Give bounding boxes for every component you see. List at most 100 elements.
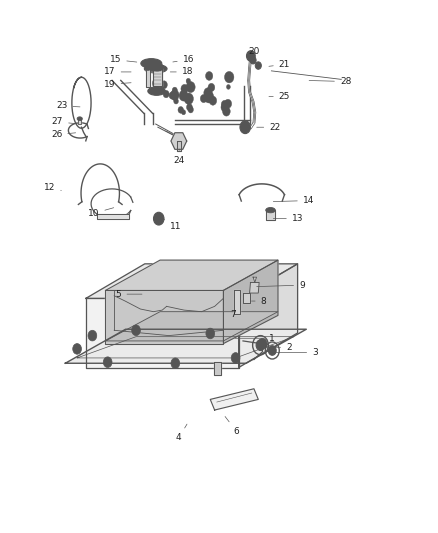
Circle shape [178, 107, 184, 113]
Text: 17: 17 [104, 68, 131, 76]
Ellipse shape [152, 89, 161, 93]
Circle shape [208, 83, 215, 92]
Circle shape [152, 79, 159, 87]
Text: 18: 18 [170, 68, 193, 76]
Circle shape [172, 87, 177, 93]
Ellipse shape [149, 67, 162, 71]
Text: 10: 10 [88, 208, 114, 218]
Polygon shape [239, 264, 297, 368]
Text: 11: 11 [162, 218, 181, 231]
Text: 15: 15 [110, 55, 137, 64]
Ellipse shape [77, 117, 82, 120]
Polygon shape [86, 298, 239, 368]
Text: 5: 5 [116, 289, 142, 298]
Circle shape [187, 103, 192, 111]
Polygon shape [106, 290, 223, 344]
Circle shape [231, 353, 240, 364]
Ellipse shape [148, 87, 165, 95]
Circle shape [240, 121, 251, 134]
Circle shape [223, 107, 230, 116]
Circle shape [156, 215, 161, 222]
Ellipse shape [151, 63, 163, 71]
Text: 27: 27 [52, 117, 78, 126]
Circle shape [169, 92, 175, 99]
Circle shape [184, 93, 194, 104]
Text: 2: 2 [263, 343, 292, 352]
Circle shape [250, 56, 256, 64]
Circle shape [132, 325, 141, 336]
Text: 19: 19 [104, 79, 131, 88]
Polygon shape [65, 329, 306, 364]
Circle shape [206, 328, 215, 339]
Text: 4: 4 [176, 424, 187, 442]
Circle shape [205, 71, 213, 80]
Circle shape [73, 344, 81, 354]
Circle shape [181, 110, 186, 115]
Polygon shape [253, 277, 257, 282]
Polygon shape [244, 293, 250, 303]
Circle shape [256, 340, 265, 351]
Circle shape [186, 82, 195, 93]
Polygon shape [97, 214, 130, 219]
Circle shape [226, 85, 230, 89]
Ellipse shape [146, 67, 150, 70]
Circle shape [224, 99, 232, 108]
Text: 14: 14 [273, 196, 314, 205]
Polygon shape [152, 67, 162, 86]
Circle shape [181, 84, 188, 93]
Circle shape [163, 91, 169, 98]
Polygon shape [106, 260, 278, 290]
Text: 24: 24 [173, 149, 184, 165]
Polygon shape [210, 389, 258, 410]
Circle shape [171, 358, 180, 368]
Ellipse shape [141, 59, 162, 68]
Circle shape [221, 103, 228, 112]
Polygon shape [214, 362, 221, 375]
Circle shape [179, 90, 188, 101]
Text: 1: 1 [235, 334, 274, 343]
Circle shape [186, 78, 191, 84]
Circle shape [188, 107, 194, 113]
Circle shape [255, 62, 261, 69]
Circle shape [204, 91, 214, 103]
Text: 20: 20 [248, 47, 260, 61]
Text: 12: 12 [44, 183, 61, 192]
Ellipse shape [145, 61, 157, 66]
Text: 21: 21 [269, 60, 290, 69]
Text: 28: 28 [309, 77, 351, 86]
Circle shape [88, 330, 97, 341]
Text: 13: 13 [273, 214, 304, 223]
Text: 3: 3 [274, 348, 318, 357]
Ellipse shape [145, 64, 167, 73]
Polygon shape [106, 312, 278, 341]
Circle shape [170, 90, 179, 100]
Polygon shape [266, 210, 275, 220]
Circle shape [153, 212, 164, 225]
Circle shape [174, 98, 178, 104]
Circle shape [200, 94, 207, 103]
Polygon shape [177, 141, 181, 151]
Polygon shape [78, 119, 81, 124]
Text: 8: 8 [251, 296, 266, 305]
Polygon shape [171, 133, 187, 149]
Circle shape [103, 357, 112, 368]
Circle shape [268, 346, 276, 356]
Text: 16: 16 [173, 55, 194, 64]
Text: 23: 23 [56, 101, 80, 110]
Text: 7: 7 [230, 310, 236, 319]
Text: 22: 22 [257, 123, 280, 132]
Polygon shape [146, 69, 150, 87]
Polygon shape [223, 260, 278, 344]
Circle shape [209, 96, 217, 105]
Circle shape [221, 100, 228, 108]
Circle shape [247, 51, 255, 61]
Ellipse shape [266, 207, 276, 213]
Text: 26: 26 [51, 130, 76, 139]
Circle shape [243, 124, 248, 131]
Text: 6: 6 [225, 416, 239, 436]
Circle shape [225, 71, 234, 83]
Text: 9: 9 [257, 280, 305, 289]
Text: 25: 25 [269, 92, 290, 101]
Polygon shape [250, 282, 259, 293]
Circle shape [161, 81, 167, 88]
